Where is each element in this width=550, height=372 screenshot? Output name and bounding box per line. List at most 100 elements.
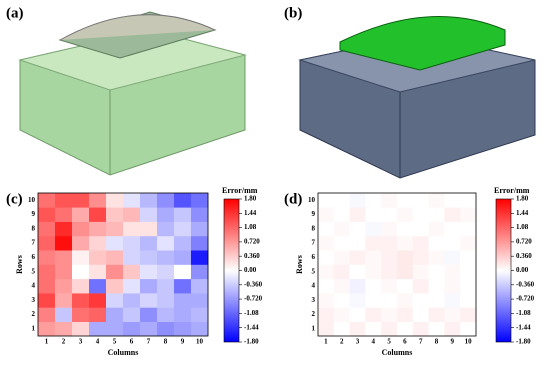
colorbar-tick-label: 1.44 <box>244 209 257 217</box>
y-tick-label: 9 <box>312 210 316 218</box>
panel-label: (c) <box>6 191 23 207</box>
heatmap-cell <box>397 235 414 251</box>
colorbar-tick-label: -0.720 <box>516 295 535 303</box>
heatmap-cell <box>38 293 56 308</box>
heatmap-cell <box>38 264 56 280</box>
heatmap-cell <box>157 221 175 237</box>
heatmap-cell <box>38 235 56 251</box>
heatmap-cell <box>333 293 350 308</box>
colorbar-tick-label: 1.08 <box>516 223 529 231</box>
x-axis-label: Columns <box>382 348 413 357</box>
y-tick-label: 2 <box>32 310 36 318</box>
heatmap-cell <box>460 235 477 251</box>
heatmap-cell <box>72 193 90 208</box>
heatmap-cell <box>123 235 141 251</box>
heatmap-cell <box>365 307 382 322</box>
colorbar-tick-label: -1.08 <box>516 309 531 317</box>
y-tick-label: 6 <box>32 253 36 261</box>
heatmap-cell <box>123 264 141 280</box>
heatmap-cell <box>106 307 124 322</box>
colorbar-tick-label: -0.720 <box>244 295 263 303</box>
heatmap-cell <box>397 278 414 294</box>
heatmap-cell <box>106 250 124 265</box>
heatmap-cell <box>349 293 366 308</box>
x-tick-label: 5 <box>387 338 391 346</box>
heatmap-cell <box>123 293 141 308</box>
panel-label: (a) <box>6 5 24 21</box>
plot-frame <box>317 192 477 337</box>
heatmap-cell <box>89 307 107 322</box>
heatmap-cell <box>174 321 192 337</box>
colorbar-tick-label: 1.80 <box>244 195 257 203</box>
heatmap-cell <box>428 221 445 237</box>
heatmap-cell <box>89 264 107 280</box>
render-b <box>298 16 536 179</box>
heatmap-cell <box>38 207 56 222</box>
heatmap-cell <box>365 235 382 251</box>
x-tick-label: 1 <box>45 338 49 346</box>
heatmap-cell <box>318 278 335 294</box>
y-tick-label: 7 <box>312 239 316 247</box>
y-tick-label: 8 <box>32 224 36 232</box>
heatmap-cell <box>72 307 90 322</box>
heatmap-cell <box>349 221 366 237</box>
heatmap-cell <box>460 278 477 294</box>
heatmap-cell <box>349 250 366 265</box>
heatmap-cell <box>174 193 192 208</box>
x-tick-label: 5 <box>113 338 117 346</box>
heatmap-cell <box>174 221 192 237</box>
heatmap-cell <box>140 250 158 265</box>
y-axis-label: Rows <box>15 255 24 274</box>
heatmap-cell <box>428 307 445 322</box>
heatmap-cell <box>191 235 209 251</box>
x-tick-label: 8 <box>164 338 168 346</box>
heatmap-cell <box>397 293 414 308</box>
colorbar-tick-label: -1.44 <box>244 323 259 331</box>
heatmap-cell <box>397 221 414 237</box>
heatmap-cell <box>106 235 124 251</box>
heatmap-cell <box>89 235 107 251</box>
heatmap-cell <box>444 193 461 208</box>
heatmap-cell <box>318 293 335 308</box>
heatmap-cell <box>38 321 56 337</box>
colorbar-tick-label: -1.80 <box>516 338 531 346</box>
heatmap-cell <box>55 207 73 222</box>
heatmap-cell <box>157 250 175 265</box>
heatmap-cell <box>174 293 192 308</box>
colorbar-tick-label: -1.44 <box>516 323 531 331</box>
heatmap-cell <box>349 235 366 251</box>
colorbar <box>223 198 240 343</box>
x-tick-label: 3 <box>79 338 83 346</box>
heatmap-cell <box>428 235 445 251</box>
y-tick-label: 7 <box>32 239 36 247</box>
colorbar-tick-label: 0.360 <box>516 252 532 260</box>
colorbar-tick-label: -0.360 <box>244 280 263 288</box>
heatmap-cell <box>55 293 73 308</box>
heatmap-cell <box>460 307 477 322</box>
heatmap-cell <box>365 221 382 237</box>
heatmap-cell <box>412 193 429 208</box>
panel-label: (b) <box>284 5 302 21</box>
y-tick-label: 6 <box>312 253 316 261</box>
heatmap-cell <box>397 264 414 280</box>
colorbar-tick-label: 1.80 <box>516 195 529 203</box>
y-tick-label: 5 <box>312 267 316 275</box>
heatmap-cell <box>333 264 350 280</box>
heatmap-cell <box>412 321 429 337</box>
heatmap-cell <box>89 278 107 294</box>
heatmap-cell <box>174 250 192 265</box>
x-tick-label: 1 <box>324 338 328 346</box>
heatmap-cell <box>349 193 366 208</box>
heatmap-cell <box>174 307 192 322</box>
heatmap-cell <box>349 321 366 337</box>
heatmap-cell <box>381 250 398 265</box>
heatmap-cell <box>349 278 366 294</box>
heatmap-cell <box>140 307 158 322</box>
heatmap-cell <box>365 321 382 337</box>
heatmap-cell <box>428 250 445 265</box>
heatmap-cell <box>428 293 445 308</box>
heatmap-cell <box>140 321 158 337</box>
heatmap-cell <box>412 250 429 265</box>
heatmap-cell <box>106 207 124 222</box>
heatmap-cell <box>428 278 445 294</box>
